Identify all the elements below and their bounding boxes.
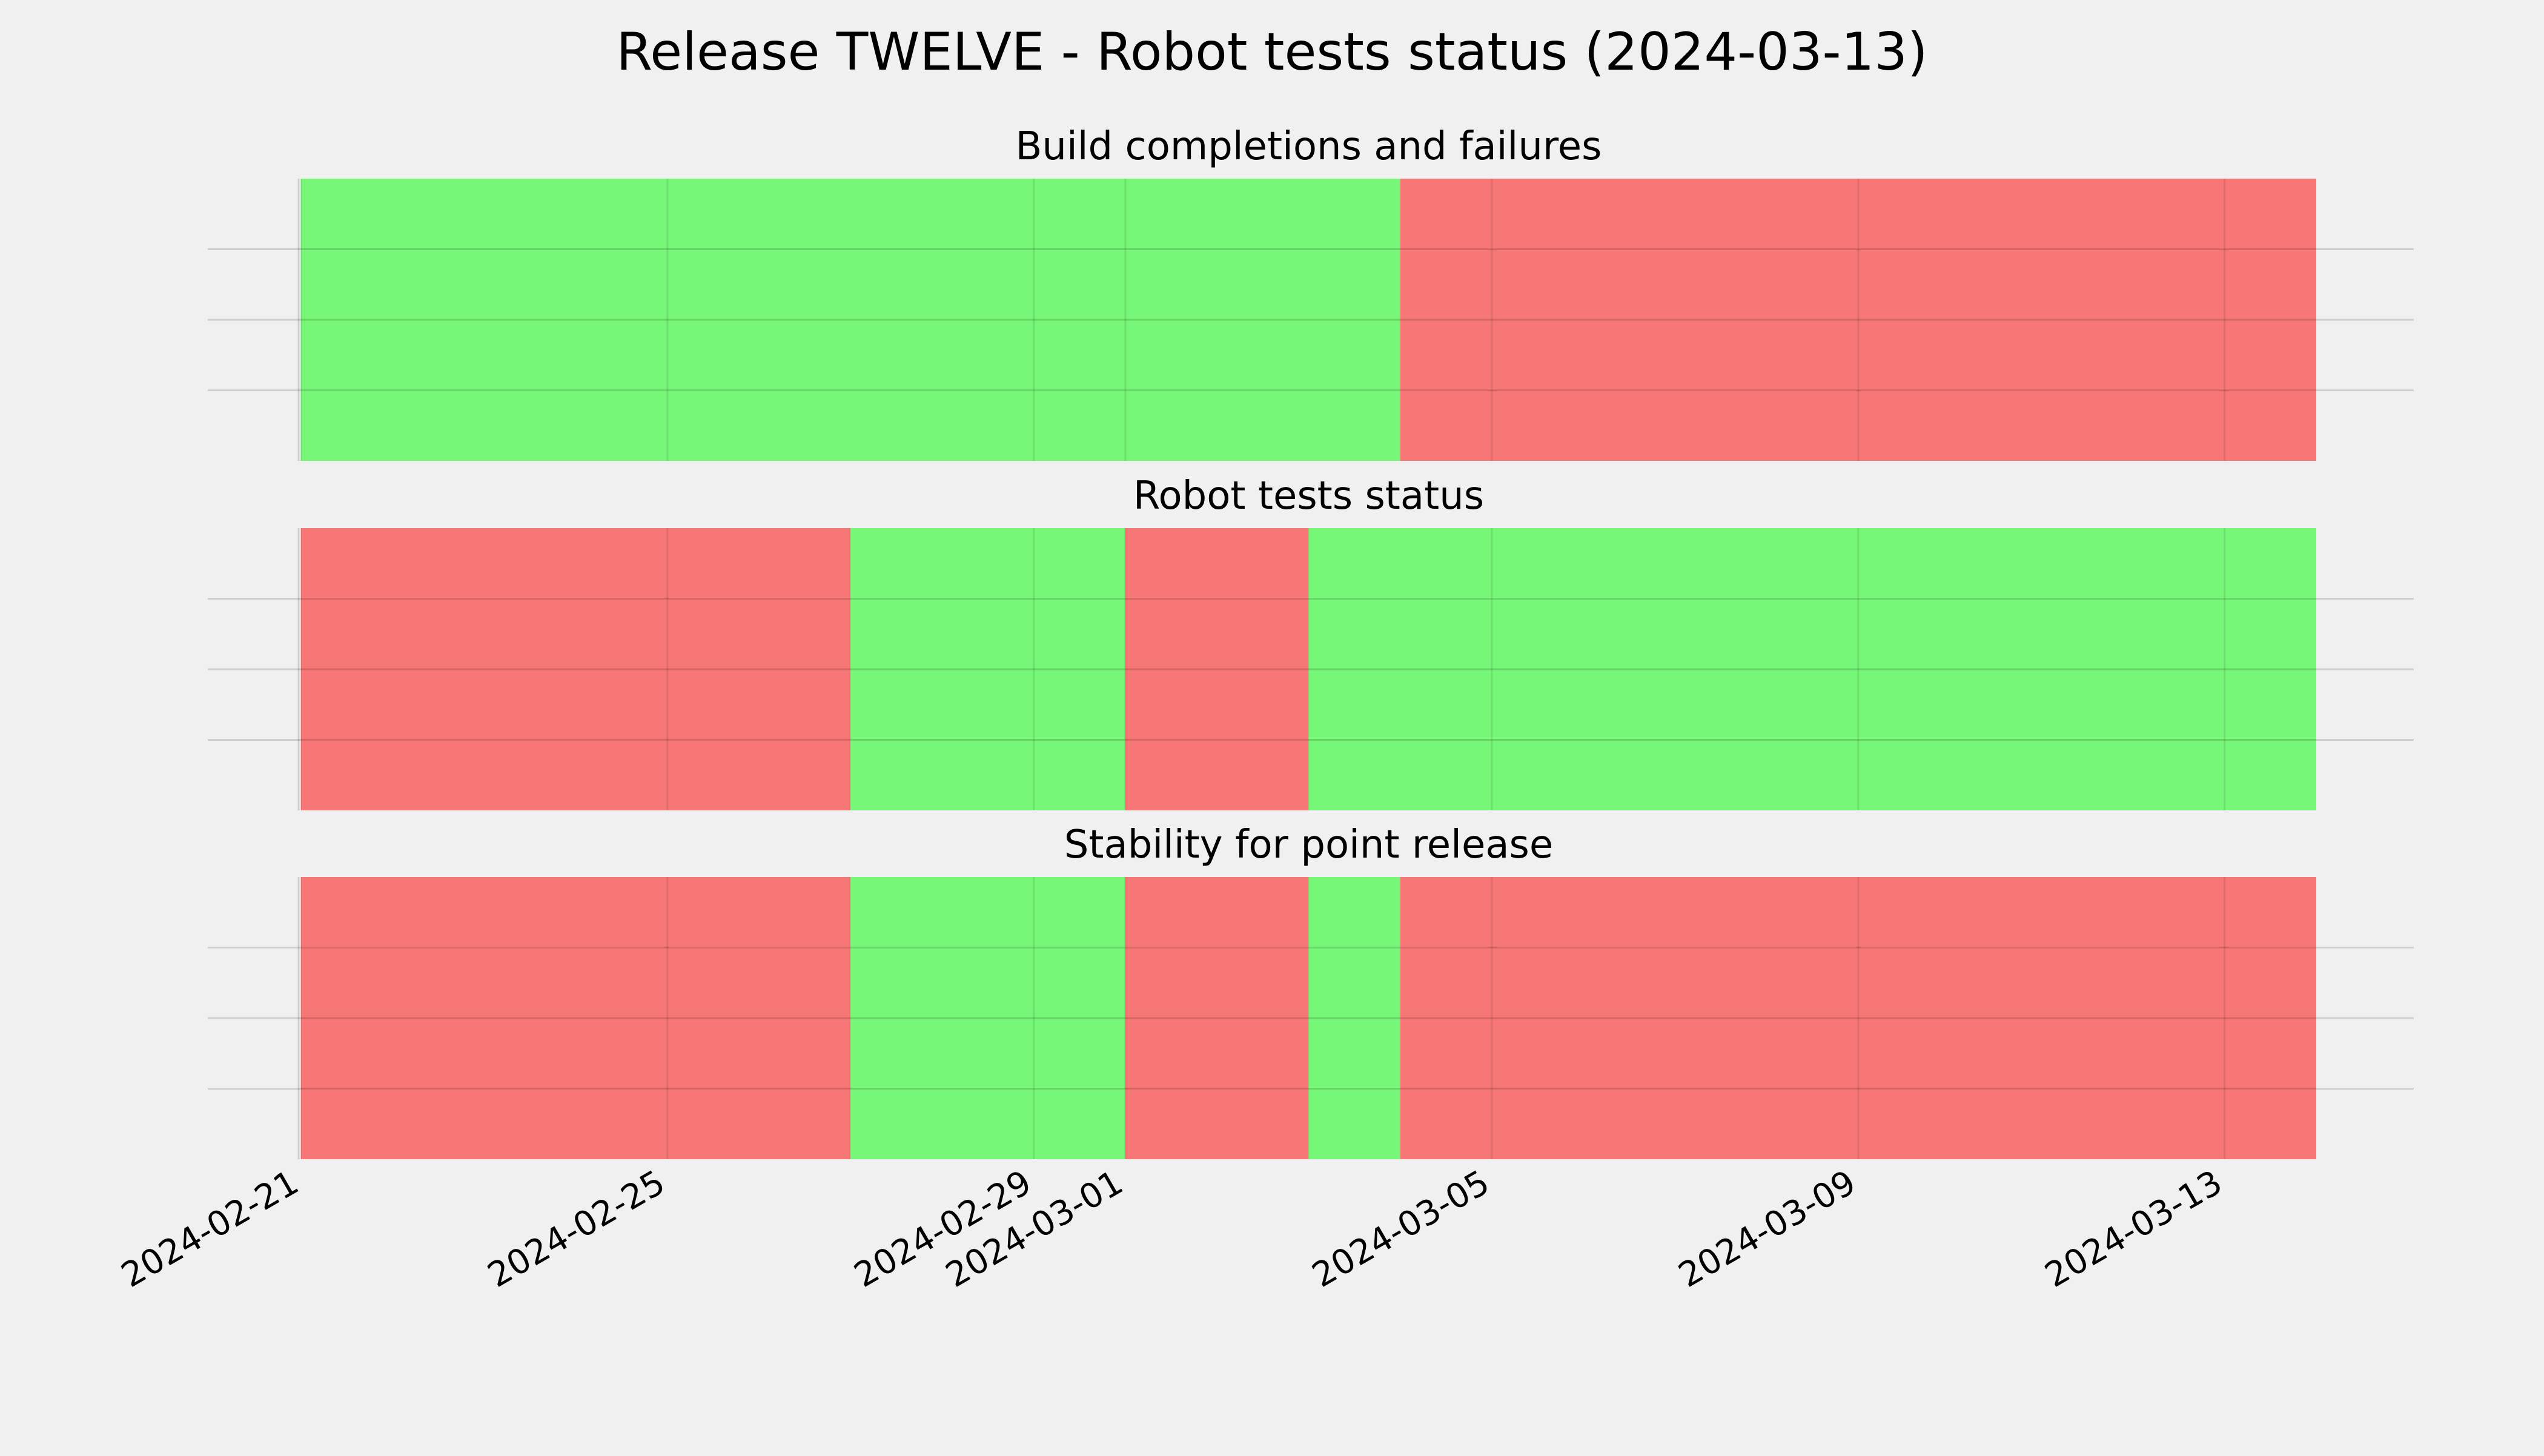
status-segment-fail (1400, 877, 2316, 1159)
panel-title: Build completions and failures (1016, 124, 1602, 169)
status-segment-pass (301, 179, 1400, 461)
status-segment-fail (301, 528, 851, 810)
chart-title: Release TWELVE - Robot tests status (202… (616, 22, 1927, 82)
panel-1: Build completions and failures (208, 124, 2414, 461)
status-segment-fail (1125, 877, 1309, 1159)
status-segment-fail (301, 877, 851, 1159)
status-segment-fail (1125, 528, 1309, 810)
status-segment-pass (850, 528, 1126, 810)
panel-3: Stability for point release (208, 822, 2414, 1159)
status-segment-pass (1308, 528, 2316, 810)
panel-2: Robot tests status (208, 474, 2414, 810)
status-segment-fail (1400, 179, 2316, 461)
status-segment-pass (850, 877, 1126, 1159)
panel-title: Stability for point release (1064, 822, 1554, 867)
status-segment-pass (1308, 877, 1400, 1159)
panel-title: Robot tests status (1133, 474, 1484, 518)
